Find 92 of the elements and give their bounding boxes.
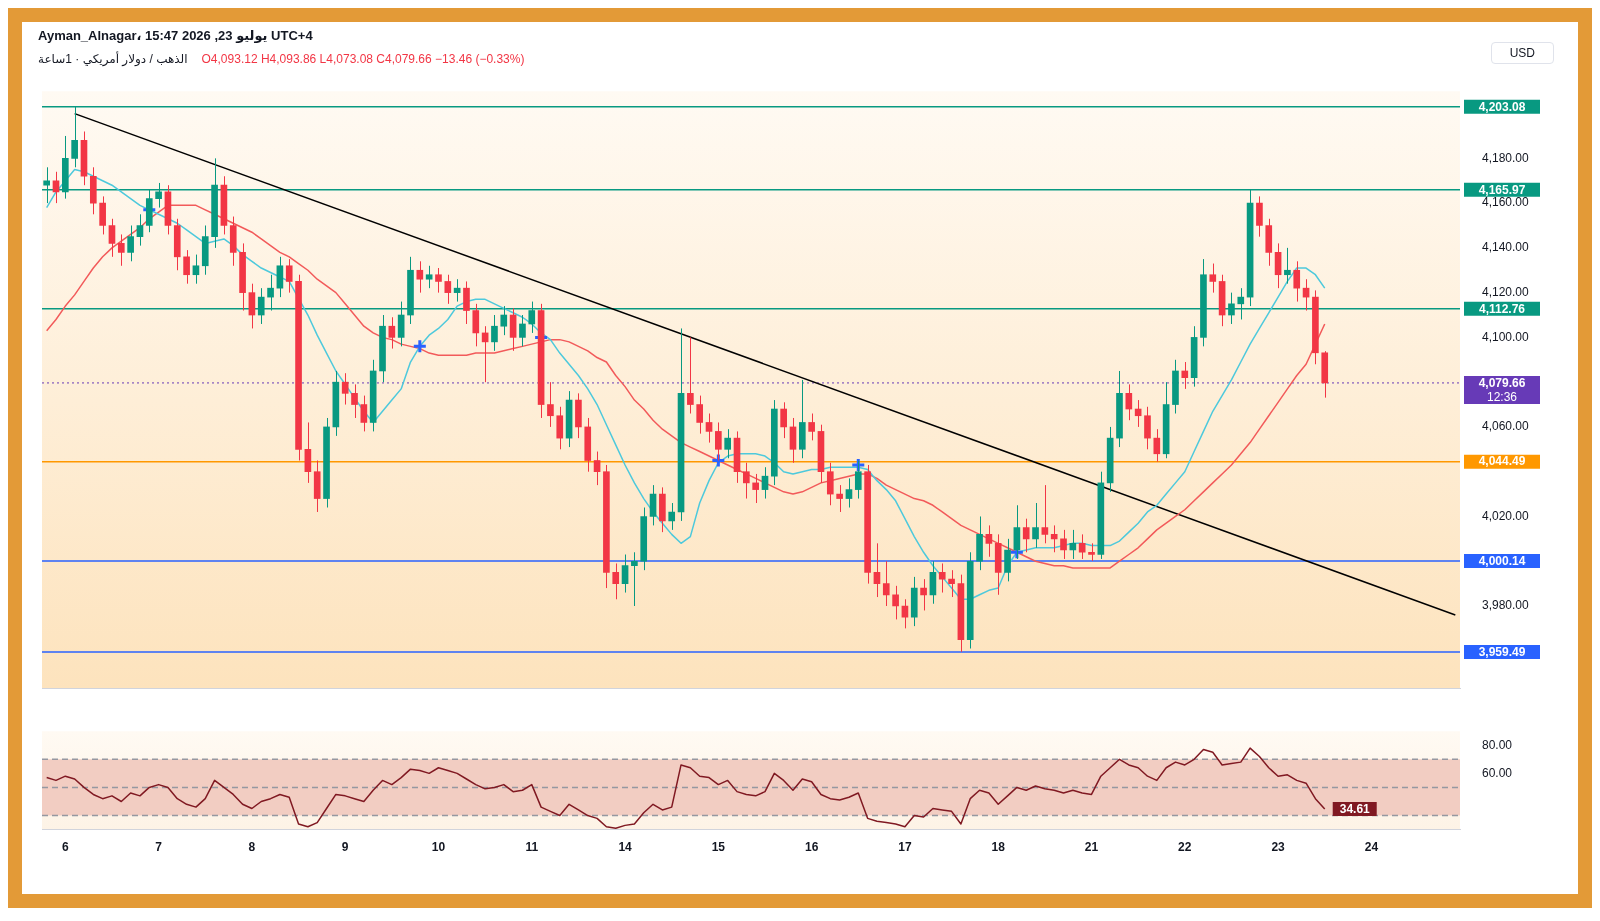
candlestick (1032, 502, 1039, 549)
candlestick (770, 399, 778, 486)
x-tick-label: 16 (804, 840, 819, 855)
candlestick (910, 576, 918, 627)
x-tick-label: 10 (431, 840, 446, 855)
candlestick (743, 462, 750, 500)
candlestick (724, 428, 732, 459)
candlestick (201, 224, 209, 276)
x-tick-label: 9 (341, 840, 349, 855)
candlestick (808, 413, 815, 441)
ref-line-label: 4,044.49 (1478, 454, 1526, 469)
text: O4,093.12 H4,093.86 L4,073.08 C4,079.66 −13.46 (−0.33%) (201, 52, 525, 66)
candlestick (369, 359, 377, 432)
x-tick-label: 8 (248, 840, 256, 855)
y-tick-label: 4,160.00 (1482, 195, 1530, 210)
candlestick (687, 336, 694, 414)
candlestick (864, 464, 871, 585)
candlestick (556, 406, 564, 450)
candlestick (1004, 538, 1011, 582)
candlestick (444, 274, 452, 305)
candlestick (351, 383, 358, 419)
y-tick-label: 4,020.00 (1482, 508, 1530, 523)
candlestick (127, 224, 134, 262)
chart-subtitle: Ayman_Alnagar، 15:47 2026 ,23 يوليو UTC+4 (38, 28, 313, 43)
candlestick (323, 417, 330, 509)
y-tick-label: 60.00 (1482, 765, 1513, 780)
candlestick (435, 267, 442, 294)
ref-line-label: 4,165.97 (1478, 182, 1526, 197)
candlestick (1144, 406, 1151, 450)
candlestick (826, 462, 834, 506)
candlestick (1088, 542, 1095, 562)
text: 12:36 (1486, 389, 1518, 404)
candlestick (183, 249, 190, 285)
candlestick (229, 216, 237, 267)
candlestick (966, 551, 974, 650)
candlestick (640, 507, 648, 571)
candlestick (1022, 518, 1030, 553)
x-tick-label: 21 (1084, 840, 1099, 855)
x-tick-label: 6 (61, 840, 69, 855)
x-tick-label: 24 (1364, 840, 1379, 855)
y-tick-label: 4,120.00 (1482, 284, 1530, 299)
y-tick-label: 80.00 (1482, 737, 1513, 752)
x-tick-label: 15 (711, 840, 726, 855)
candlestick (1265, 218, 1273, 267)
candlestick (1256, 195, 1263, 238)
candlestick (1321, 350, 1329, 399)
candlestick (173, 218, 181, 271)
candlestick (976, 515, 983, 571)
x-tick-label: 11 (525, 840, 539, 855)
y-tick-label: 4,180.00 (1482, 150, 1530, 165)
candlestick (117, 233, 125, 267)
ref-line-label: 4,112.76 (1478, 301, 1526, 316)
ref-line-label: 4,203.08 (1478, 99, 1526, 114)
ref-line-label: 4,079.66 (1478, 375, 1526, 390)
candlestick (1312, 289, 1319, 365)
y-tick-label: 4,100.00 (1482, 329, 1530, 344)
candlestick (892, 585, 899, 620)
candlestick (472, 303, 480, 347)
candlestick (341, 372, 349, 406)
x-tick-label: 23 (1271, 840, 1286, 855)
candlestick (463, 280, 470, 325)
x-tick-label: 14 (618, 840, 633, 855)
candlestick (715, 421, 722, 461)
candlestick (239, 242, 246, 312)
candlestick (696, 395, 704, 435)
x-tick-label: 18 (991, 840, 1006, 855)
text: USD (1490, 42, 1554, 64)
candlestick (547, 381, 554, 428)
point (412, 338, 428, 354)
candlestick (1209, 263, 1217, 294)
ref-line-label: 3,959.49 (1478, 644, 1526, 659)
candlestick (99, 195, 106, 235)
candlestick (295, 274, 302, 461)
candlestick (603, 464, 610, 589)
ref-line-label: 4,000.14 (1478, 553, 1526, 568)
candlestick (854, 460, 862, 500)
x-tick-label: 17 (898, 840, 912, 855)
candlestick (1078, 533, 1086, 560)
candlestick (612, 562, 620, 600)
candlestick (882, 560, 890, 607)
candlestick (994, 533, 1002, 596)
y-tick-label: 3,980.00 (1482, 598, 1530, 613)
chart-title: الذهب / دولار أمريكي · 1ساعة (38, 52, 188, 66)
candlestick (313, 460, 321, 513)
y-tick-label: 4,060.00 (1482, 419, 1530, 434)
x-tick-label: 22 (1178, 840, 1192, 855)
x-tick-label: 7 (155, 840, 163, 855)
candlestick (285, 258, 293, 294)
candlestick (416, 260, 424, 294)
data-label: 34.61 (1339, 801, 1371, 816)
candlestick (798, 379, 806, 459)
y-tick-label: 4,140.00 (1482, 240, 1530, 255)
